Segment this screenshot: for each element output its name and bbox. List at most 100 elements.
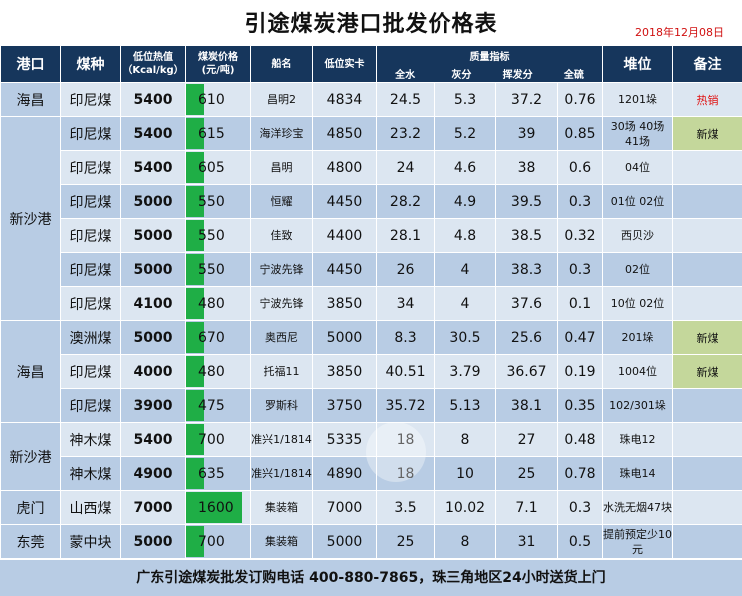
ship-name-cell: 昌明2: [250, 82, 313, 117]
ship-name-cell: 托福11: [250, 354, 313, 389]
heat-value-cell: 4000: [120, 354, 186, 389]
ship-name-cell: 罗斯科: [250, 388, 313, 423]
water-cell: 3.5: [376, 490, 435, 525]
volatile-cell: 36.67: [495, 354, 558, 389]
table-row: 印尼煤 5000 550 佳致 4400 28.1 4.8 38.5 0.32 西贝沙: [1, 218, 742, 253]
ash-cell: 4.8: [434, 218, 496, 253]
table-row: 印尼煤 5000 550 恒耀 4450 28.2 4.9 39.5 0.3 01位 02位: [1, 184, 742, 219]
port-cell: 新沙港: [0, 116, 61, 321]
price-bar: [186, 322, 204, 353]
volatile-cell: 25.6: [495, 320, 558, 355]
ash-cell: 5.13: [434, 388, 496, 423]
ship-name-cell: 恒耀: [250, 184, 313, 219]
coal-type-cell: 印尼煤: [60, 252, 121, 287]
water-cell: 24: [376, 150, 435, 185]
sulfur-cell: 0.3: [557, 252, 603, 287]
position-cell: 西贝沙: [602, 218, 673, 253]
note-cell: [672, 218, 742, 253]
price-value: 550: [198, 193, 225, 210]
footer-banner: 广东引途煤炭批发订购电话 400-880-7865，珠三角地区24小时送货上门: [0, 560, 742, 596]
note-cell: [672, 184, 742, 219]
sulfur-cell: 0.76: [557, 82, 603, 117]
lowcard-cell: 3850: [312, 354, 377, 389]
water-cell: 40.51: [376, 354, 435, 389]
volatile-cell: 37.2: [495, 82, 558, 117]
ship-name-cell: 宁波先锋: [250, 252, 313, 287]
water-cell: 35.72: [376, 388, 435, 423]
ship-name-cell: 昌明: [250, 150, 313, 185]
port-cell: 海昌: [0, 320, 61, 423]
ship-name-cell: 集装箱: [250, 490, 313, 525]
header-ash: 灰分: [451, 70, 472, 81]
table-row: 印尼煤 4100 480 宁波先锋 3850 34 4 37.6 0.1 10位 02位: [1, 286, 742, 321]
table-row: 虎门 山西煤 7000 1600 集装箱 7000 3.5 10.02 7.1 0.3 水洗无烟47…: [0, 490, 742, 525]
water-cell: 26: [376, 252, 435, 287]
ship-name-cell: 海洋珍宝: [250, 116, 313, 151]
ship-name-cell: 准兴1/1814: [250, 422, 313, 457]
lowcard-cell: 5335: [312, 422, 377, 457]
sulfur-cell: 0.5: [557, 524, 603, 559]
price-bar: [186, 288, 204, 319]
position-cell: 1201垛: [602, 82, 673, 117]
note-cell: [672, 252, 742, 287]
table-body: 海昌 印尼煤 5400 610 昌明2 4834 24.5 5.3 37.2 0.76 1201垛热…: [0, 82, 742, 559]
lowcard-cell: 5000: [312, 320, 377, 355]
header-port: 港口: [0, 45, 61, 83]
table-row: 印尼煤 4000 480 托福11 3850 40.51 3.79 36.67 0.19 1004…: [1, 354, 742, 389]
lowcard-cell: 4450: [312, 252, 377, 287]
price-bar: [186, 186, 204, 217]
position-cell: 201垛: [602, 320, 673, 355]
header-heat: 低位热值 （Kcal/kg）: [120, 45, 186, 83]
price-value: 635: [198, 465, 225, 482]
lowcard-cell: 4890: [312, 456, 377, 491]
volatile-cell: 27: [495, 422, 558, 457]
price-value: 670: [198, 329, 225, 346]
table-row: 印尼煤 5000 550 宁波先锋 4450 26 4 38.3 0.3 02位: [1, 252, 742, 287]
water-cell: 23.2: [376, 116, 435, 151]
heat-value-cell: 7000: [120, 490, 186, 525]
header-quality-label: 质量指标: [469, 52, 510, 63]
header-coal: 煤种: [60, 45, 121, 83]
header-lowcard: 低位实卡: [312, 45, 377, 83]
volatile-cell: 38.3: [495, 252, 558, 287]
note-cell: [672, 490, 742, 525]
position-cell: 水洗无烟47块: [602, 490, 673, 525]
page-title: 引途煤炭港口批发价格表: [244, 12, 498, 37]
price-value: 700: [198, 431, 225, 448]
price-cell: 1600: [185, 490, 251, 525]
header-ship: 船名: [250, 45, 313, 83]
ash-cell: 8: [434, 422, 496, 457]
header-volatile: 挥发分: [502, 70, 533, 81]
coal-type-cell: 印尼煤: [60, 218, 121, 253]
price-cell: 550: [185, 218, 251, 253]
table-row: 神木煤 4900 635 准兴1/1814 4890 18 10 25 0.78 珠电14: [1, 456, 742, 491]
heat-value-cell: 5000: [120, 524, 186, 559]
price-cell: 615: [185, 116, 251, 151]
sulfur-cell: 0.85: [557, 116, 603, 151]
note-cell: [672, 286, 742, 321]
ash-cell: 4: [434, 286, 496, 321]
coal-type-cell: 印尼煤: [60, 354, 121, 389]
price-value: 610: [198, 91, 225, 108]
volatile-cell: 38.1: [495, 388, 558, 423]
coal-type-cell: 印尼煤: [60, 388, 121, 423]
header-price: 煤炭价格 (元/吨): [185, 45, 251, 83]
lowcard-cell: 4850: [312, 116, 377, 151]
ash-cell: 10: [434, 456, 496, 491]
header-sulfur: 全硫: [563, 70, 584, 81]
water-cell: 25: [376, 524, 435, 559]
price-bar: [186, 356, 204, 387]
price-bar: [186, 254, 204, 285]
position-cell: 02位: [602, 252, 673, 287]
ash-cell: 5.3: [434, 82, 496, 117]
price-value: 550: [198, 261, 225, 278]
heat-value-cell: 5400: [120, 82, 186, 117]
price-cell: 480: [185, 286, 251, 321]
note-cell: [672, 524, 742, 559]
ash-cell: 4.6: [434, 150, 496, 185]
table-row: 印尼煤 5400 605 昌明 4800 24 4.6 38 0.6 04位: [1, 150, 742, 185]
heat-value-cell: 5000: [120, 218, 186, 253]
port-cell: 海昌: [0, 82, 61, 117]
price-value: 1600: [198, 499, 234, 516]
lowcard-cell: 4400: [312, 218, 377, 253]
